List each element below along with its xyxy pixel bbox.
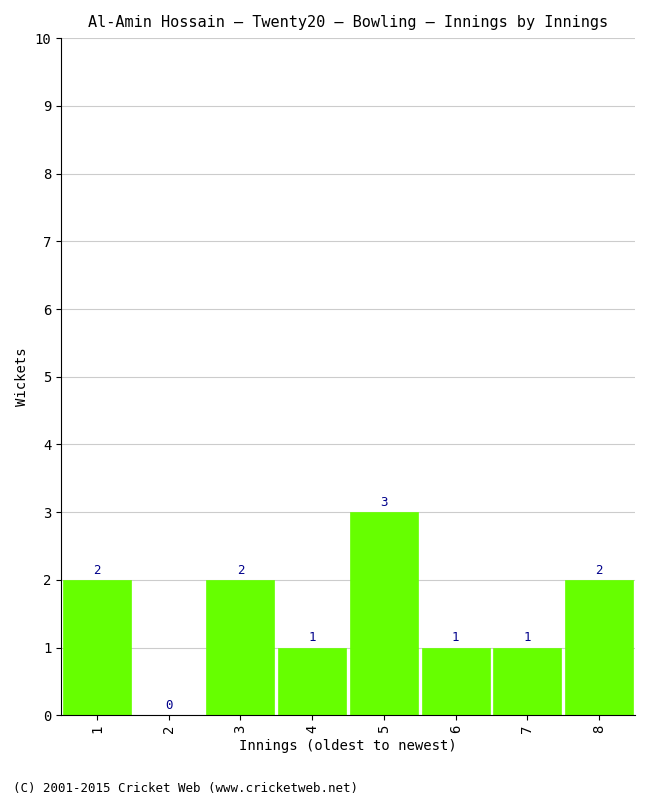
Bar <box>422 648 489 715</box>
Bar <box>63 580 131 715</box>
Bar <box>206 580 274 715</box>
Bar <box>350 512 418 715</box>
Text: (C) 2001-2015 Cricket Web (www.cricketweb.net): (C) 2001-2015 Cricket Web (www.cricketwe… <box>13 782 358 795</box>
X-axis label: Innings (oldest to newest): Innings (oldest to newest) <box>239 739 457 753</box>
Text: 1: 1 <box>452 631 460 644</box>
Text: 2: 2 <box>595 563 603 577</box>
Bar <box>565 580 633 715</box>
Text: 3: 3 <box>380 496 387 509</box>
Y-axis label: Wickets: Wickets <box>15 347 29 406</box>
Title: Al-Amin Hossain – Twenty20 – Bowling – Innings by Innings: Al-Amin Hossain – Twenty20 – Bowling – I… <box>88 15 608 30</box>
Text: 1: 1 <box>524 631 531 644</box>
Bar <box>493 648 562 715</box>
Bar <box>278 648 346 715</box>
Text: 2: 2 <box>237 563 244 577</box>
Text: 0: 0 <box>165 699 172 712</box>
Text: 1: 1 <box>308 631 316 644</box>
Text: 2: 2 <box>93 563 101 577</box>
